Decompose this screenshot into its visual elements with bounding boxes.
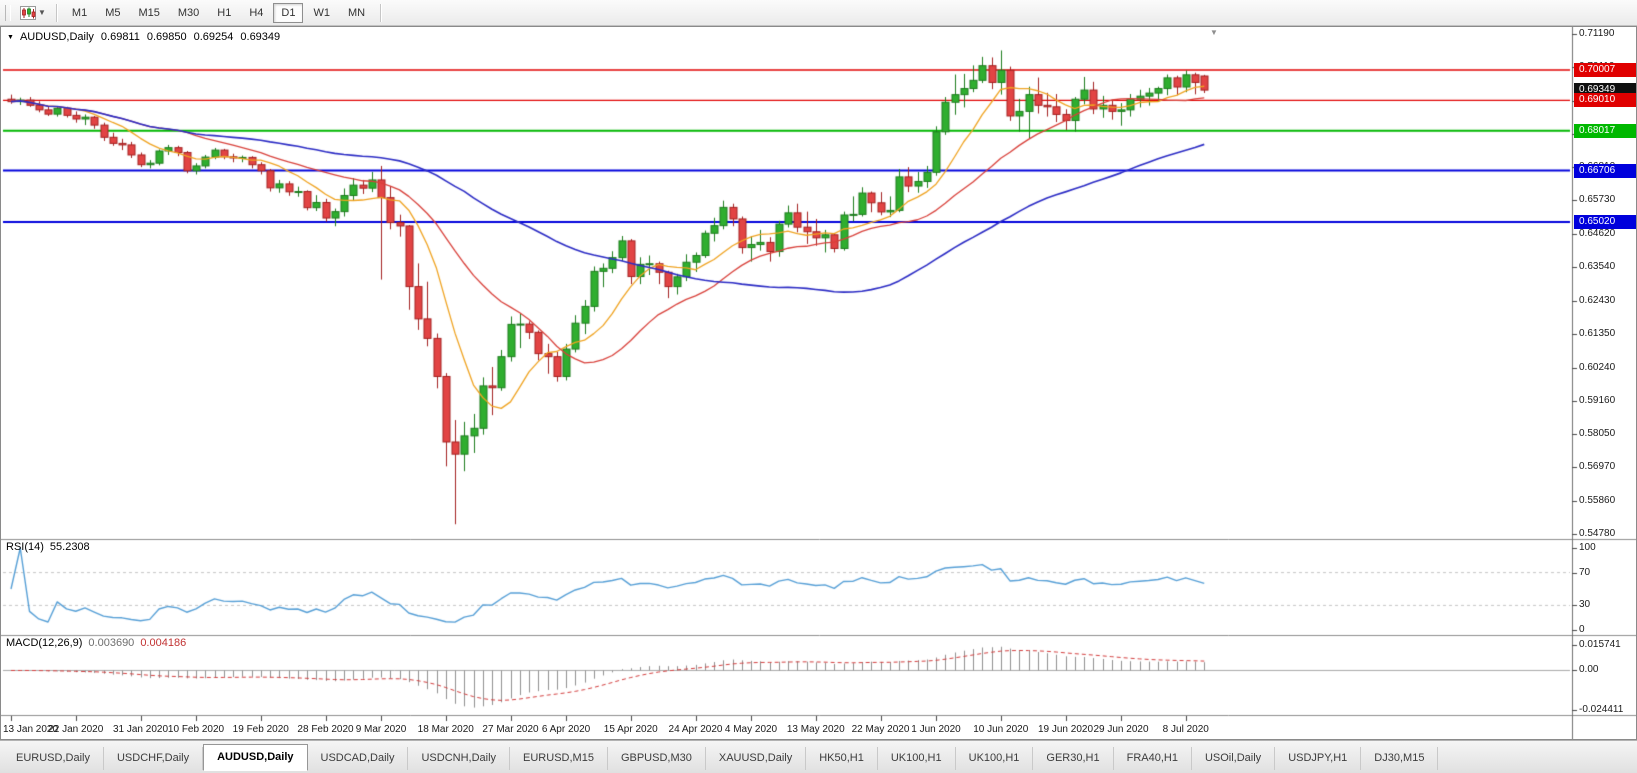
- price-level-badge: 0.69010: [1574, 93, 1636, 108]
- chevron-down-icon: ▼: [38, 7, 46, 17]
- time-axis-label: 22 May 2020: [851, 724, 910, 735]
- price-axis-label: 0.71190: [1579, 28, 1615, 39]
- time-axis-label: 28 Feb 2020: [297, 724, 354, 735]
- time-axis-label: 13 Jan 2020: [3, 724, 59, 735]
- time-axis-label: 13 May 2020: [786, 724, 845, 735]
- chart-tab-xauusd-daily[interactable]: XAUUSD,Daily: [706, 747, 807, 770]
- rsi-axis-label: 70: [1579, 566, 1591, 578]
- macd-label: MACD(12,26,9) 0.003690 0.004186: [6, 637, 186, 649]
- price-axis-label: 0.65730: [1579, 194, 1616, 206]
- chart-tab-usoil-daily[interactable]: USOil,Daily: [1192, 747, 1276, 770]
- price-axis-label: 0.63540: [1579, 261, 1616, 273]
- time-axis-label: 29 Jun 2020: [1093, 724, 1149, 735]
- time-axis-label: 10 Jun 2020: [973, 724, 1029, 735]
- time-axis-label: 27 Mar 2020: [482, 724, 539, 735]
- price-axis-label: 0.54780: [1579, 528, 1616, 539]
- macd-axis-label: 0.00: [1579, 664, 1599, 676]
- macd-axis-label: 0.015741: [1579, 639, 1621, 650]
- chart-tab-eurusd-daily[interactable]: EURUSD,Daily: [3, 747, 104, 770]
- chart-tabbar: EURUSD,Daily USDCHF,Daily AUDUSD,Daily USDC…: [0, 740, 1637, 773]
- price-axis-label: 0.58050: [1579, 428, 1616, 440]
- price-level-badge: 0.68017: [1574, 123, 1636, 138]
- time-axis-label: 8 Jul 2020: [1162, 724, 1209, 735]
- chart-tab-usdchf-daily[interactable]: USDCHF,Daily: [104, 747, 204, 770]
- candlestick-chart-icon: [20, 5, 36, 20]
- macd-name: MACD(12,26,9): [6, 637, 83, 649]
- price-level-badge: 0.70007: [1574, 63, 1636, 78]
- time-axis-label: 1 Jun 2020: [911, 724, 961, 735]
- chart-tab-fra40-h1[interactable]: FRA40,H1: [1114, 747, 1192, 770]
- toolbar-separator: [380, 3, 382, 22]
- timeframe-m5-button[interactable]: M5: [97, 3, 128, 23]
- rsi-label: RSI(14) 55.2308: [6, 541, 90, 553]
- time-axis-label: 4 May 2020: [724, 724, 778, 735]
- timeframe-h1-button[interactable]: H1: [209, 3, 239, 23]
- time-axis-label: 31 Jan 2020: [112, 724, 169, 735]
- legend-high: 0.69850: [146, 31, 187, 43]
- toolbar-separator: [55, 3, 57, 22]
- chart-canvas[interactable]: [1, 27, 1636, 739]
- timeframe-w1-button[interactable]: W1: [305, 3, 338, 23]
- rsi-name: RSI(14): [6, 541, 44, 553]
- rsi-value: 55.2308: [49, 541, 90, 553]
- chart-tab-usdcad-daily[interactable]: USDCAD,Daily: [308, 747, 409, 770]
- chart-tab-eurusd-m15[interactable]: EURUSD,M15: [510, 747, 608, 770]
- price-axis-label: 0.61350: [1579, 327, 1616, 339]
- chart-tab-ger30-h1[interactable]: GER30,H1: [1033, 747, 1114, 770]
- timeframe-toolbar: ▼ M1 M5 M15 M30 H1 H4 D1 W1 MN: [0, 0, 1637, 26]
- time-axis-label: 19 Jun 2020: [1037, 724, 1094, 735]
- price-axis-label: 0.56970: [1579, 461, 1616, 473]
- time-axis-label: 9 Mar 2020: [355, 724, 407, 735]
- chart-tab-dj30-m15[interactable]: DJ30,M15: [1361, 747, 1439, 770]
- chart-tab-audusd-daily[interactable]: AUDUSD,Daily: [203, 744, 308, 771]
- legend-symbol: AUDUSD,Daily: [19, 31, 94, 43]
- timeframe-buttons: M1 M5 M15 M30 H1 H4 D1 W1 MN: [63, 2, 374, 23]
- time-axis-label: 22 Jan 2020: [48, 724, 104, 735]
- price-level-badge: 0.65020: [1574, 214, 1636, 229]
- macd-signal-value: 0.004186: [140, 637, 187, 649]
- timeframe-m15-button[interactable]: M15: [130, 3, 167, 23]
- legend-close: 0.69349: [240, 31, 281, 43]
- time-axis-label: 18 Mar 2020: [417, 724, 474, 735]
- time-axis-label: 10 Feb 2020: [167, 724, 225, 735]
- timeframe-h4-button[interactable]: H4: [241, 3, 271, 23]
- price-axis-label: 0.59160: [1579, 394, 1616, 406]
- price-axis-label: 0.64620: [1579, 228, 1616, 240]
- chart-tab-uk100-h1[interactable]: UK100,H1: [956, 747, 1034, 770]
- chart-tab-gbpusd-m30[interactable]: GBPUSD,M30: [608, 747, 706, 770]
- price-axis-label: 0.55860: [1579, 495, 1616, 507]
- chart-type-button[interactable]: ▼: [16, 3, 50, 23]
- price-level-badge: 0.66706: [1574, 163, 1636, 178]
- symbol-marker-icon: ▼: [7, 33, 14, 41]
- macd-axis-label: -0.024411: [1579, 704, 1624, 715]
- time-axis-label: 6 Apr 2020: [541, 724, 591, 735]
- macd-main-value: 0.003690: [88, 637, 135, 649]
- toolbar-grip[interactable]: [5, 4, 11, 21]
- rsi-axis-label: 30: [1579, 599, 1591, 611]
- chart-tab-hk50-h1[interactable]: HK50,H1: [806, 747, 878, 770]
- chart-shift-marker-icon[interactable]: ▼: [1210, 28, 1218, 37]
- chart-pane-container: ▼ AUDUSD,Daily 0.69811 0.69850 0.69254 0…: [0, 26, 1637, 740]
- rsi-axis-label: 0: [1579, 624, 1585, 635]
- rsi-axis-label: 100: [1579, 542, 1596, 553]
- time-axis-label: 19 Feb 2020: [232, 724, 289, 735]
- timeframe-d1-button[interactable]: D1: [273, 2, 304, 23]
- legend-open: 0.69811: [100, 31, 140, 43]
- timeframe-m1-button[interactable]: M1: [64, 3, 95, 23]
- price-axis-label: 0.60240: [1579, 361, 1616, 373]
- chart-tab-usdjpy-h1[interactable]: USDJPY,H1: [1275, 747, 1362, 770]
- time-axis-label: 15 Apr 2020: [603, 724, 658, 735]
- price-axis-label: 0.62430: [1579, 294, 1616, 306]
- timeframe-mn-button[interactable]: MN: [340, 3, 373, 23]
- chart-legend: ▼ AUDUSD,Daily 0.69811 0.69850 0.69254 0…: [7, 31, 280, 43]
- time-axis-label: 24 Apr 2020: [668, 724, 723, 735]
- legend-low: 0.69254: [193, 31, 234, 43]
- timeframe-m30-button[interactable]: M30: [170, 3, 207, 23]
- chart-tab-usdcnh-daily[interactable]: USDCNH,Daily: [408, 747, 511, 770]
- chart-tab-uk100-h1[interactable]: UK100,H1: [878, 747, 956, 770]
